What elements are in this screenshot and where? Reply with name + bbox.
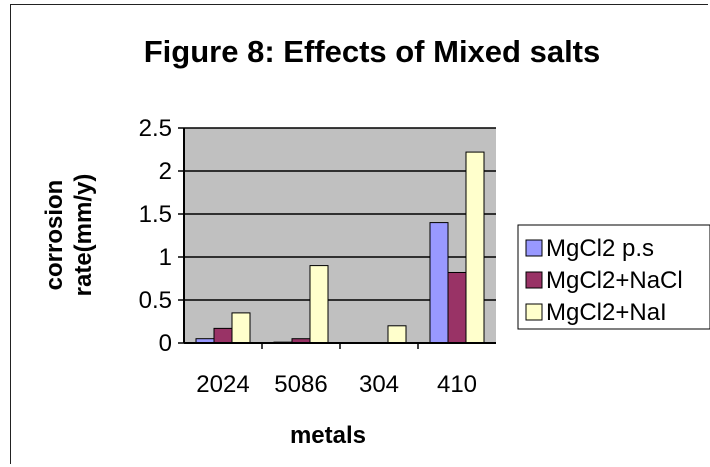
y-tick-label: 1.5: [139, 201, 172, 228]
y-tick-label: 2.5: [139, 115, 172, 142]
x-axis-title: metals: [290, 422, 366, 449]
chart-title: Figure 8: Effects of Mixed salts: [144, 34, 601, 69]
legend-label: MgCl2 p.s: [546, 235, 654, 262]
y-tick-label: 0.5: [139, 287, 172, 314]
bar: [387, 325, 407, 344]
bar: [429, 222, 449, 344]
legend: MgCl2 p.s MgCl2+NaCl MgCl2+NaI: [525, 235, 683, 326]
legend-label: MgCl2+NaCl: [546, 267, 683, 294]
legend-swatch: [525, 239, 543, 257]
y-axis-title: corrosion rate(mm/y): [41, 174, 97, 297]
y-axis-title-line-1: corrosion: [41, 180, 68, 291]
y-tick-label: 0: [159, 330, 172, 357]
legend-swatch: [525, 271, 543, 289]
bars-group: [195, 151, 485, 344]
y-tick-labels: 0 0.5 1 1.5 2 2.5: [139, 115, 172, 357]
x-tick-label: 2024: [196, 371, 249, 398]
chart-frame: [10, 4, 708, 464]
bar: [465, 151, 485, 344]
bar: [213, 327, 233, 344]
y-axis-title-line-2: rate(mm/y): [70, 174, 97, 297]
x-tick-labels: 2024 5086 304 410: [196, 371, 477, 398]
x-tick-label: 304: [359, 371, 399, 398]
legend-box: [517, 224, 710, 330]
legend-swatch: [525, 303, 543, 321]
legend-label: MgCl2+NaI: [546, 299, 667, 326]
y-tick-label: 2: [159, 158, 172, 185]
y-tick-label: 1: [159, 244, 172, 271]
bar: [447, 271, 467, 344]
bar: [309, 265, 329, 344]
x-tick-label: 5086: [274, 371, 327, 398]
x-tick-label: 410: [437, 371, 477, 398]
bar: [231, 312, 251, 344]
